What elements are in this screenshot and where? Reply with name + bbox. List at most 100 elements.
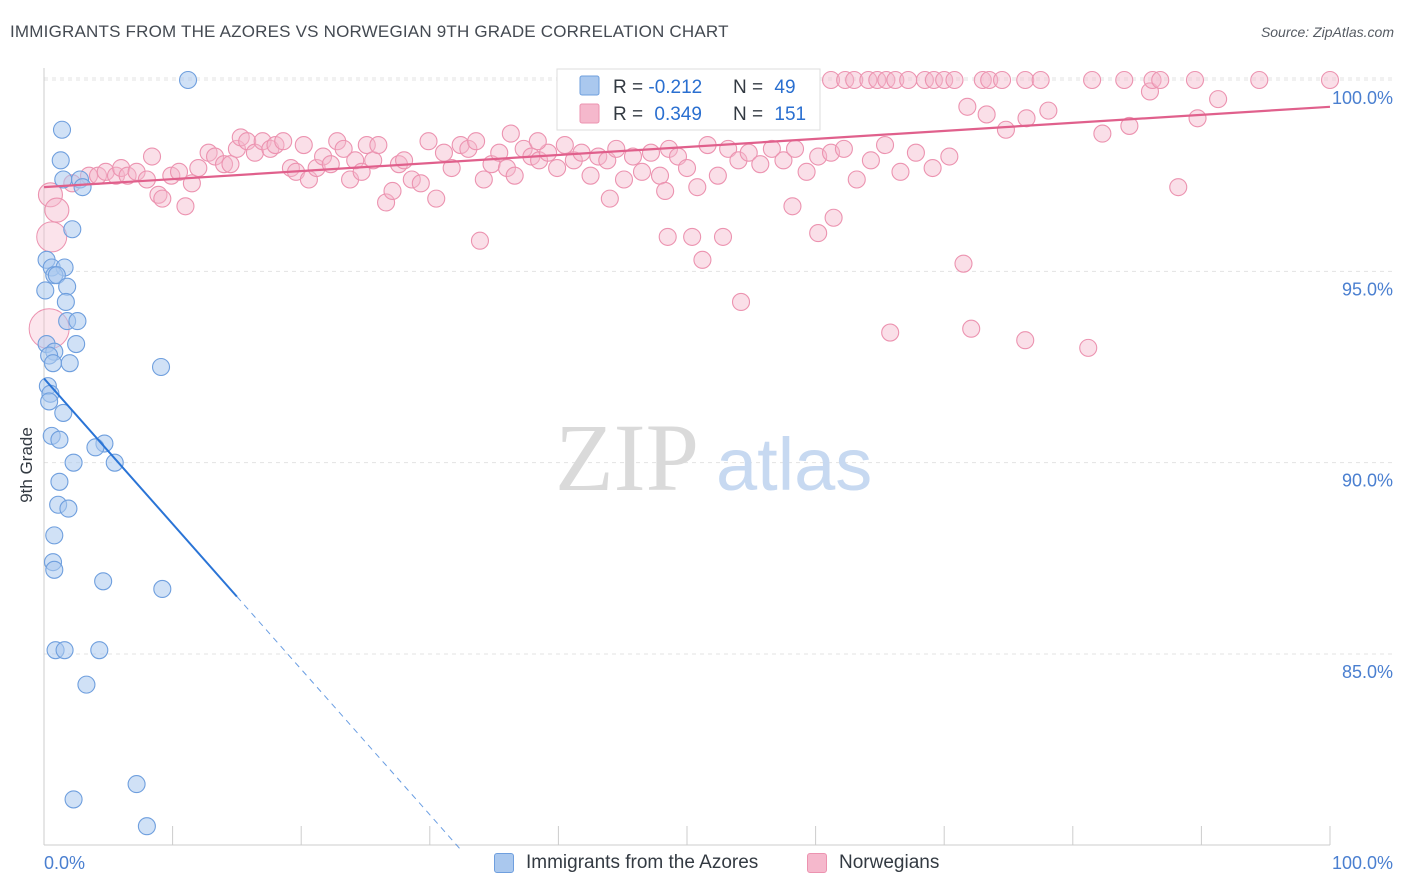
- norwegians-point: [1079, 338, 1098, 357]
- azores-point: [64, 790, 83, 809]
- norwegians-point: [641, 143, 661, 162]
- norwegians-point: [899, 70, 918, 90]
- norwegians-point: [762, 139, 781, 158]
- azores-point: [45, 526, 64, 545]
- norwegians-point: [774, 151, 793, 170]
- norwegians-point: [809, 224, 828, 243]
- stats-n-label-1: N =: [733, 77, 768, 98]
- azores-point: [151, 357, 171, 377]
- norwegians-point: [1169, 178, 1188, 197]
- watermark-atlas: atlas: [716, 423, 872, 506]
- y-tick-label-90: 90.0%: [1342, 471, 1393, 491]
- stats-r-value-1: -0.212: [648, 77, 702, 98]
- azores-points: [36, 70, 198, 836]
- norwegians-point: [501, 124, 520, 143]
- azores-point: [56, 292, 75, 311]
- azores-point: [67, 334, 86, 354]
- watermark-zip: ZIP: [555, 404, 699, 511]
- norwegians-point: [683, 227, 702, 246]
- norwegians-point: [954, 254, 973, 273]
- legend-swatch-norwegians: [807, 853, 827, 873]
- norwegians-point: [1120, 116, 1139, 135]
- norwegians-point: [945, 70, 964, 90]
- norwegians-point: [328, 132, 347, 151]
- x-tick-label-0: 0.0%: [44, 853, 85, 873]
- azores-point: [55, 641, 74, 660]
- norwegians-point: [1083, 70, 1102, 90]
- azores-point: [73, 178, 92, 197]
- norwegians-point: [688, 178, 707, 197]
- norwegians-point: [227, 139, 246, 158]
- norwegians-point: [924, 70, 943, 90]
- norwegians-point: [1093, 124, 1112, 143]
- norwegians-point: [383, 181, 402, 201]
- norwegians-point: [1016, 70, 1035, 90]
- norwegians-point: [847, 170, 866, 189]
- norwegians-point: [294, 136, 313, 155]
- norwegians-point: [1017, 109, 1036, 128]
- svg-text:R = -0.212: R = -0.212: [613, 77, 702, 98]
- norwegians-point: [935, 70, 954, 90]
- norwegians-point: [875, 136, 895, 155]
- y-tick-label-95: 95.0%: [1342, 279, 1393, 299]
- legend-item-norwegians[interactable]: Norwegians: [807, 852, 939, 874]
- norwegians-point: [977, 105, 996, 124]
- norwegians-point: [1250, 70, 1269, 90]
- azores-point: [90, 641, 109, 660]
- stats-r-label-2: R =: [613, 104, 648, 125]
- azores-trend-extension: [236, 596, 463, 852]
- azores-point: [43, 354, 63, 373]
- azores-point: [40, 392, 59, 411]
- azores-point: [58, 277, 77, 296]
- azores-point: [60, 354, 79, 373]
- norwegians-point: [1016, 331, 1035, 350]
- svg-text:N = 151: N = 151: [733, 104, 806, 125]
- norwegians-point: [1320, 70, 1340, 90]
- norwegians-point: [886, 70, 905, 90]
- norwegians-point: [861, 151, 880, 170]
- azores-point: [45, 560, 64, 579]
- norwegians-point: [214, 155, 234, 174]
- svg-text:R = 0.349: R = 0.349: [613, 104, 702, 125]
- norwegians-point: [474, 170, 493, 189]
- source-label: Source: ZipAtlas.com: [1260, 24, 1394, 40]
- norwegians-trend-line: [43, 105, 1331, 189]
- legend-item-azores[interactable]: Immigrants from the Azores: [494, 852, 758, 874]
- stats-legend: R = -0.212 N = 49 R = 0.349 N = 151: [556, 68, 821, 131]
- norwegians-point: [821, 70, 841, 90]
- norwegians-point: [505, 166, 524, 185]
- norwegians-point: [729, 151, 748, 170]
- norwegians-point: [834, 139, 853, 158]
- norwegians-point: [467, 132, 486, 151]
- norwegians-point: [614, 170, 634, 189]
- legend-label-azores: Immigrants from the Azores: [526, 852, 759, 873]
- norwegians-point: [434, 143, 453, 162]
- norwegians-point: [112, 158, 131, 178]
- norwegians-point: [1143, 70, 1162, 90]
- y-tick-label-100: 100.0%: [1332, 88, 1393, 108]
- bottom-legend: Immigrants from the Azores Norwegians: [0, 850, 1406, 880]
- tick-labels: 85.0% 90.0% 95.0% 100.0% 0.0% 100.0%: [44, 88, 1393, 873]
- norwegians-point: [153, 189, 172, 208]
- watermark: ZIP atlas: [555, 404, 872, 511]
- legend-label-norwegians: Norwegians: [839, 852, 940, 873]
- norwegians-point: [548, 158, 567, 178]
- norwegians-point: [958, 97, 977, 116]
- norwegians-point: [881, 323, 900, 342]
- norwegians-point: [1188, 109, 1207, 128]
- azores-point: [50, 472, 69, 491]
- norwegians-point: [470, 231, 490, 250]
- azores-point: [36, 281, 55, 300]
- norwegians-point: [658, 227, 677, 246]
- norwegians-point: [1115, 70, 1134, 90]
- norwegians-point: [1140, 82, 1160, 101]
- grid-lines: [44, 77, 1392, 655]
- norwegians-point: [891, 162, 910, 181]
- norwegians-point: [962, 319, 981, 338]
- norwegians-point: [845, 70, 864, 90]
- norwegians-point: [118, 166, 137, 185]
- norwegians-point: [677, 158, 697, 178]
- norwegians-point: [369, 136, 388, 155]
- norwegians-point: [169, 162, 189, 181]
- norwegians-point: [693, 250, 712, 269]
